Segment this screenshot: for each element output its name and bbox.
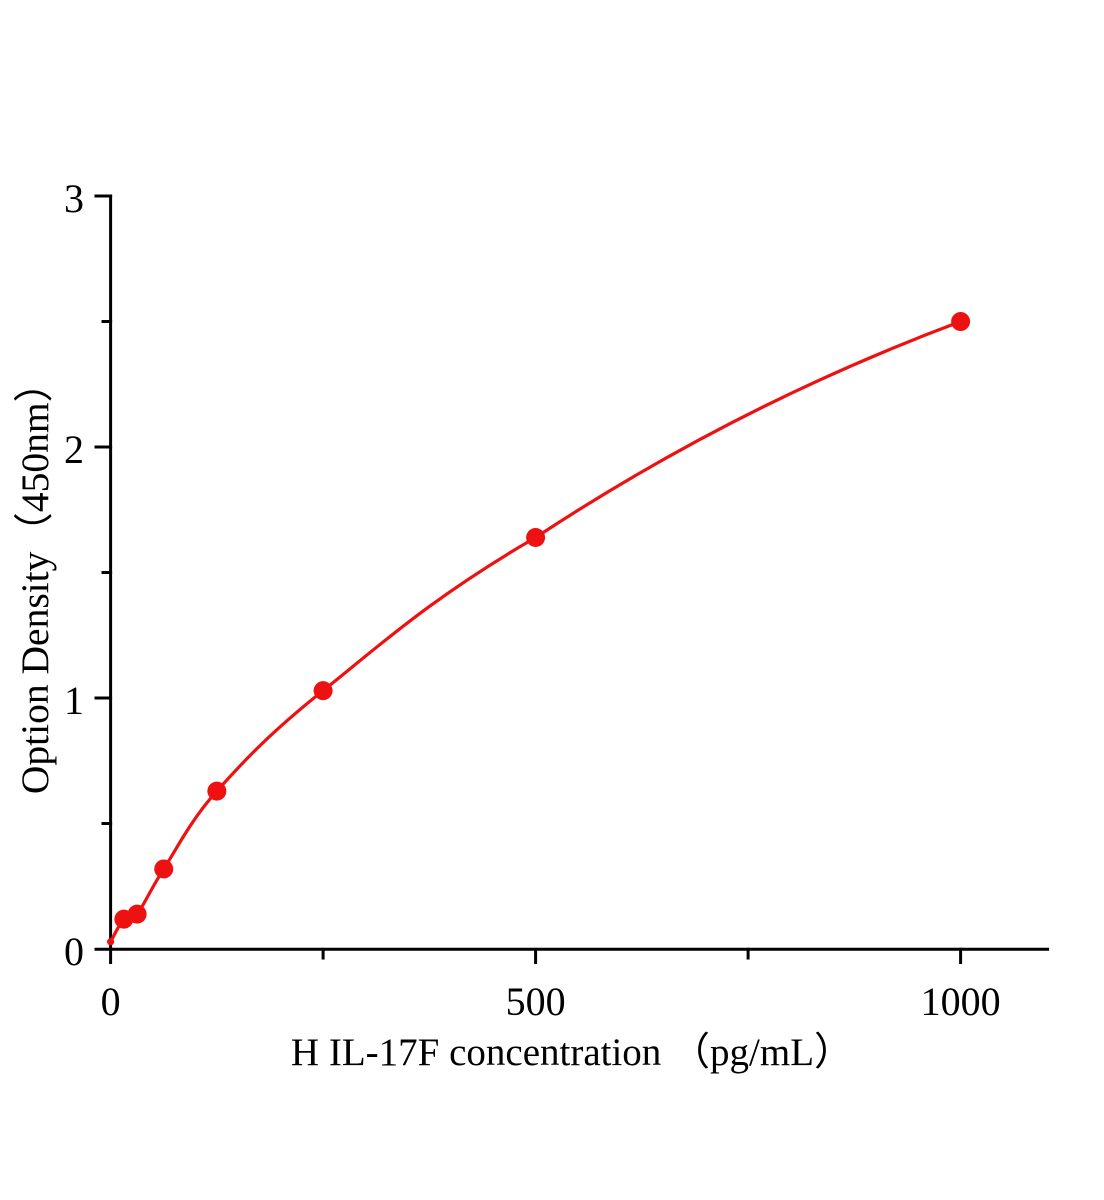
- svg-text:2: 2: [64, 427, 84, 472]
- svg-text:3: 3: [64, 176, 84, 221]
- svg-text:500: 500: [506, 979, 566, 1024]
- svg-text:1: 1: [64, 678, 84, 723]
- svg-text:Option Density（450nm）: Option Density（450nm）: [13, 363, 57, 794]
- svg-text:1000: 1000: [921, 979, 1001, 1024]
- svg-text:0: 0: [64, 929, 84, 974]
- svg-text:H IL-17F concentration （pg/m: H IL-17F concentration （pg/mL）: [291, 1031, 853, 1074]
- svg-text:0: 0: [101, 979, 121, 1024]
